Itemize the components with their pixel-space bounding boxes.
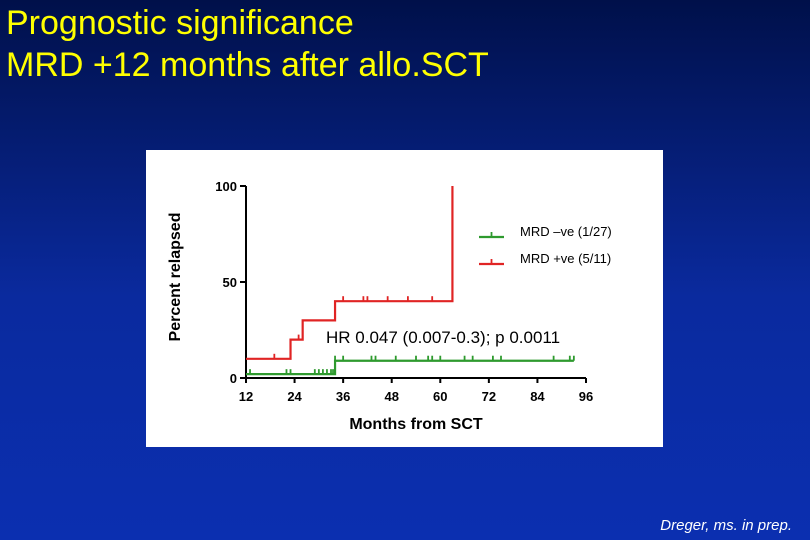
x-tick-label: 60 xyxy=(433,389,447,404)
x-tick-label: 12 xyxy=(239,389,253,404)
x-tick-label: 48 xyxy=(384,389,398,404)
y-tick-label: 0 xyxy=(230,371,237,386)
citation: Dreger, ms. in prep. xyxy=(660,517,792,534)
x-tick-label: 36 xyxy=(336,389,350,404)
series-line-0 xyxy=(246,359,574,376)
x-axis-label: Months from SCT xyxy=(349,416,483,433)
x-tick-label: 84 xyxy=(530,389,545,404)
chart-panel: 0 50 100 12 24 36 48 60 72 84 96 MRD –ve (1/27) MRD… xyxy=(146,150,663,447)
slide-title: Prognostic significance MRD +12 months a… xyxy=(6,2,489,86)
x-tick-label: 96 xyxy=(579,389,593,404)
hazard-ratio-annotation: HR 0.047 (0.007-0.3); p 0.0011 xyxy=(326,328,560,347)
y-tick-label: 100 xyxy=(215,179,237,194)
series-line-1 xyxy=(246,186,454,360)
slide-title-line-1: Prognostic significance xyxy=(6,4,354,42)
x-tick-label: 72 xyxy=(482,389,496,404)
chart-legend: MRD –ve (1/27) MRD +ve (5/11) xyxy=(479,224,612,266)
legend-label-0: MRD –ve (1/27) xyxy=(520,224,612,239)
slide-title-line-2: MRD +12 months after allo.SCT xyxy=(6,46,489,84)
x-tick-label: 24 xyxy=(287,389,302,404)
chart-axes: 0 50 100 12 24 36 48 60 72 84 96 xyxy=(215,179,593,404)
y-axis-label: Percent relapsed xyxy=(167,213,184,342)
y-tick-label: 50 xyxy=(223,275,237,290)
chart-plot-area xyxy=(246,186,575,376)
legend-label-1: MRD +ve (5/11) xyxy=(520,251,611,266)
